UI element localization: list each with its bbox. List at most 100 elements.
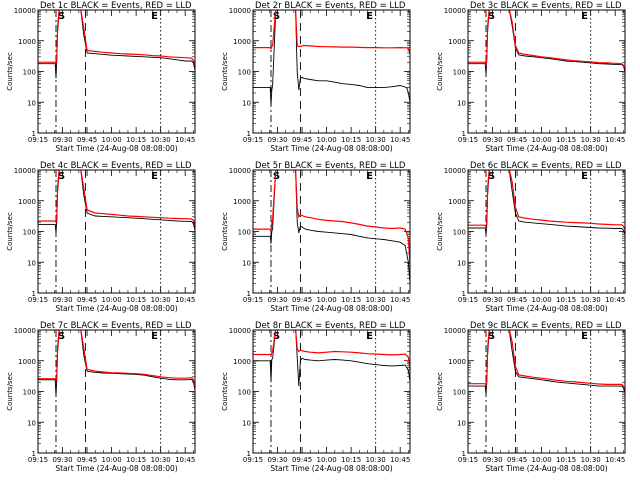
series-line-lld: [253, 330, 410, 371]
y-tick-label: 100: [23, 69, 36, 77]
x-tick-label: 09:45: [292, 296, 312, 304]
y-tick-label: 10: [457, 259, 466, 267]
x-tick-label: 09:30: [267, 456, 287, 464]
panel-title: Det 6c BLACK = Events, RED = LLD: [470, 161, 622, 171]
plot-frame: [252, 9, 411, 134]
marker-label-e: E: [581, 11, 588, 22]
panel-det-5: Det 5r BLACK = Events, RED = LLD 1 10 100 10…: [221, 161, 411, 313]
x-tick-label: 10:15: [126, 136, 146, 144]
series-line-lld: [38, 10, 195, 67]
plot-frame: [252, 169, 411, 294]
x-tick-label: 10:30: [366, 296, 386, 304]
x-tick-label: 10:45: [390, 456, 410, 464]
x-tick-label: 10:30: [151, 136, 171, 144]
y-tick-label: 1000: [448, 358, 466, 366]
x-tick-label: 09:30: [267, 296, 287, 304]
x-tick-label: 09:15: [458, 136, 478, 144]
y-tick-label: 10: [242, 259, 251, 267]
panel-title: Det 9c BLACK = Events, RED = LLD: [470, 321, 622, 331]
marker-label-e: E: [151, 171, 158, 182]
x-axis-label: Start Time (24-Aug-08 08:08:00): [485, 144, 607, 153]
panel-det-2: Det 2r BLACK = Events, RED = LLD 1 10 100 10…: [221, 1, 411, 153]
y-tick-label: 10000: [229, 327, 251, 335]
y-tick-label: 10000: [14, 167, 36, 175]
x-axis-label: Start Time (24-Aug-08 08:08:00): [485, 464, 607, 473]
x-tick-label: 10:45: [175, 456, 195, 464]
y-tick-label: 10: [27, 259, 36, 267]
x-tick-label: 09:15: [28, 456, 48, 464]
x-tick-label: 10:00: [317, 456, 337, 464]
x-axis-label: Start Time (24-Aug-08 08:08:00): [485, 304, 607, 313]
y-tick-label: 100: [453, 389, 466, 397]
x-tick-label: 09:15: [28, 296, 48, 304]
x-tick-label: 09:15: [243, 456, 263, 464]
marker-label-e: E: [151, 11, 158, 22]
panel-title: Det 7c BLACK = Events, RED = LLD: [40, 321, 192, 331]
x-tick-label: 10:15: [556, 296, 576, 304]
x-tick-label: 10:30: [151, 296, 171, 304]
marker-label-s: S: [58, 11, 65, 22]
y-tick-label: 1000: [18, 198, 36, 206]
panel-det-3: Det 3c BLACK = Events, RED = LLD 1 10 100 10…: [436, 1, 626, 153]
series-line-events: [253, 170, 410, 284]
y-tick-label: 10000: [444, 7, 466, 15]
y-tick-label: 1000: [448, 38, 466, 46]
series-group: [468, 330, 625, 395]
series-line-events: [253, 10, 410, 106]
x-tick-label: 10:00: [532, 136, 552, 144]
marker-label-e: E: [581, 331, 588, 342]
marker-label-e: E: [366, 331, 373, 342]
panel-title: Det 5r BLACK = Events, RED = LLD: [255, 161, 406, 171]
marker-label-e: E: [581, 171, 588, 182]
y-tick-label: 100: [453, 69, 466, 77]
y-tick-label: 1: [247, 290, 251, 298]
plot-frame: [37, 329, 196, 454]
x-tick-label: 10:00: [102, 136, 122, 144]
y-tick-label: 10: [457, 419, 466, 427]
y-tick-label: 1000: [233, 38, 251, 46]
panel-det-1: Det 1c BLACK = Events, RED = LLD 1 10 100 10…: [6, 1, 196, 153]
marker-label-s: S: [488, 11, 495, 22]
y-tick-label: 1: [32, 130, 36, 138]
y-tick-label: 100: [238, 229, 251, 237]
x-tick-label: 10:15: [341, 456, 361, 464]
y-tick-label: 1000: [18, 38, 36, 46]
marker-label-s: S: [488, 331, 495, 342]
series-group: [253, 170, 410, 284]
y-tick-label: 1000: [18, 358, 36, 366]
x-tick-label: 09:30: [52, 456, 72, 464]
panel-title: Det 4c BLACK = Events, RED = LLD: [40, 161, 192, 171]
panel-title: Det 3c BLACK = Events, RED = LLD: [470, 1, 622, 11]
y-axis-label: Counts/sec: [6, 52, 14, 91]
x-tick-label: 10:00: [102, 456, 122, 464]
x-axis-label: Start Time (24-Aug-08 08:08:00): [270, 144, 392, 153]
x-tick-label: 10:00: [317, 296, 337, 304]
x-tick-label: 09:45: [77, 296, 97, 304]
x-tick-label: 10:15: [556, 456, 576, 464]
x-tick-label: 10:00: [102, 296, 122, 304]
y-tick-label: 10: [242, 99, 251, 107]
series-group: [468, 170, 625, 235]
series-group: [38, 170, 195, 233]
x-tick-label: 10:30: [581, 296, 601, 304]
panel-det-4: Det 4c BLACK = Events, RED = LLD 1 10 100 10…: [6, 161, 196, 313]
x-axis-label: Start Time (24-Aug-08 08:08:00): [55, 304, 177, 313]
series-line-lld: [253, 10, 410, 54]
panel-title: Det 8r BLACK = Events, RED = LLD: [255, 321, 406, 331]
x-tick-label: 10:45: [605, 136, 625, 144]
y-tick-label: 1: [247, 130, 251, 138]
x-tick-label: 10:30: [366, 136, 386, 144]
x-tick-label: 09:15: [458, 456, 478, 464]
y-tick-label: 10000: [14, 327, 36, 335]
x-tick-label: 09:30: [482, 296, 502, 304]
plot-frame: [467, 9, 626, 134]
y-tick-label: 1: [462, 290, 466, 298]
x-tick-label: 09:45: [292, 456, 312, 464]
x-tick-label: 09:15: [28, 136, 48, 144]
panel-det-8: Det 8r BLACK = Events, RED = LLD 1 10 100 10…: [221, 321, 411, 473]
y-tick-label: 100: [453, 229, 466, 237]
marker-label-e: E: [151, 331, 158, 342]
y-tick-label: 1: [247, 450, 251, 458]
x-tick-label: 10:45: [390, 296, 410, 304]
